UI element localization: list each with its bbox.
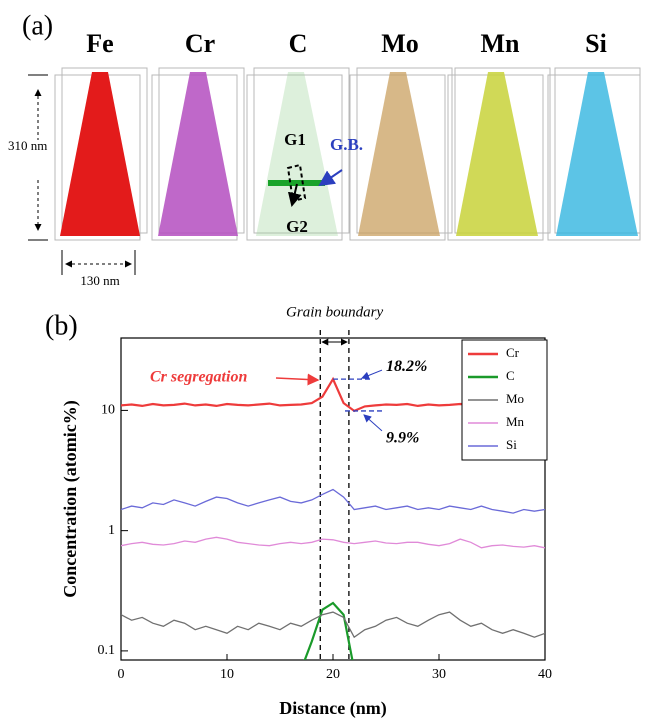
- x-tick-label: 10: [220, 667, 234, 682]
- y-axis-label: Concentration (atomic%): [60, 400, 81, 597]
- panel-label: (b): [45, 310, 78, 341]
- tip-images: [28, 67, 641, 275]
- annotation: 9.9%: [386, 430, 419, 447]
- y-tick-label: 10: [101, 403, 115, 418]
- annotation-arrow: [275, 373, 320, 386]
- element-label: Cr: [185, 29, 215, 58]
- panel-a: (a) 310 nm 130 nm G1 G2 G.B.: [8, 10, 641, 288]
- legend-label: C: [506, 368, 515, 383]
- element-label: Si: [585, 29, 607, 58]
- element-label: C: [289, 29, 308, 58]
- gb-label: G.B.: [330, 135, 363, 154]
- annotation-arrow: [361, 369, 383, 380]
- y-tick-label: 1: [108, 523, 115, 538]
- legend-label: Si: [506, 437, 517, 452]
- series-line: [121, 611, 545, 639]
- x-axis-label: Distance (nm): [279, 698, 386, 719]
- x-tick-label: 0: [118, 667, 125, 682]
- element-label: Mo: [381, 29, 419, 58]
- legend-label: Cr: [506, 345, 520, 360]
- y-tick-label: 0.1: [98, 643, 116, 658]
- series-line: [303, 601, 354, 660]
- boundary-label: Grain boundary: [286, 304, 383, 320]
- x-tick-label: 20: [326, 667, 340, 682]
- x-tick-label: 30: [432, 667, 446, 682]
- element-label: Fe: [86, 29, 113, 58]
- height-label: 310 nm: [8, 138, 47, 153]
- legend-label: Mo: [506, 391, 524, 406]
- series-line: [121, 536, 545, 549]
- element-label: Mn: [481, 29, 521, 58]
- g1-label: G1: [284, 130, 306, 149]
- series-line: [121, 488, 545, 514]
- x-tick-label: 40: [538, 667, 552, 682]
- panel-label: (a): [22, 10, 53, 41]
- legend-label: Mn: [506, 414, 525, 429]
- g2-label: G2: [286, 217, 308, 236]
- annotation: 18.2%: [386, 358, 427, 375]
- annotation: Cr segregation: [150, 369, 247, 386]
- width-label: 130 nm: [80, 273, 119, 288]
- annotation-arrow: [363, 414, 383, 432]
